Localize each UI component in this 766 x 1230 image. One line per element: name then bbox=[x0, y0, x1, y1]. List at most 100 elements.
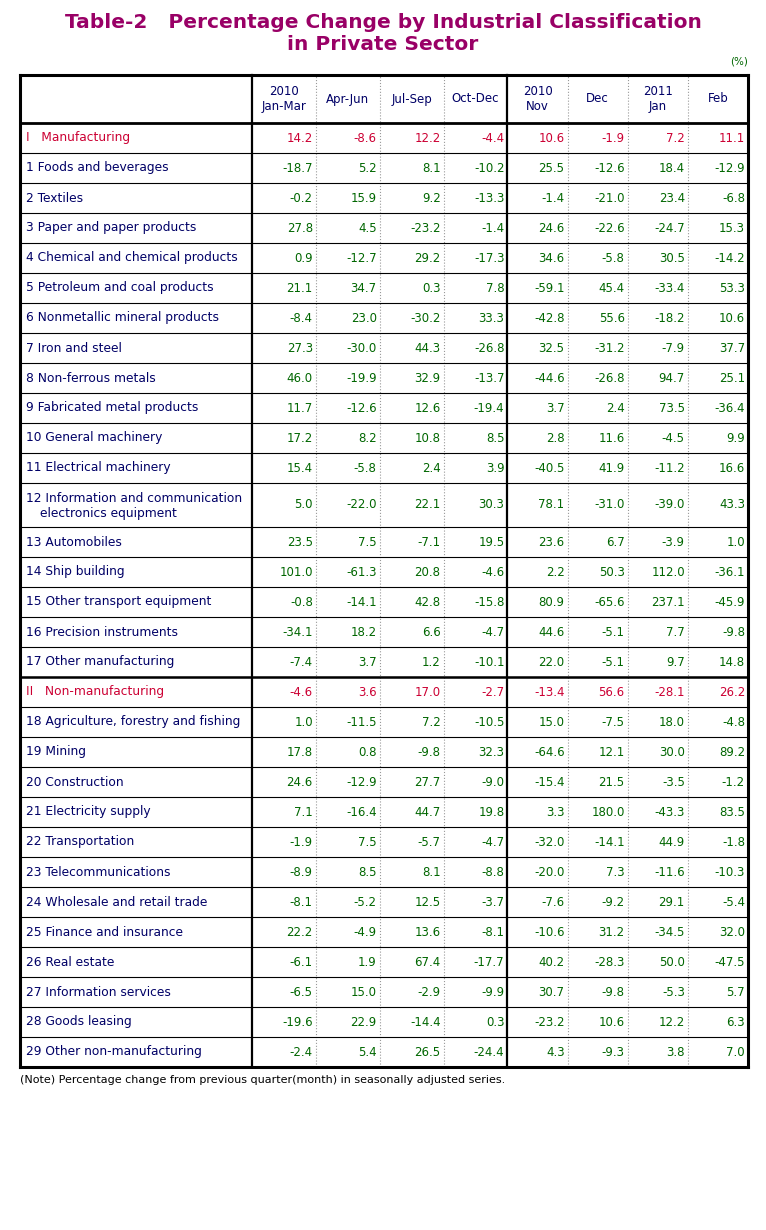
Text: -33.4: -33.4 bbox=[654, 282, 685, 294]
Text: 12.5: 12.5 bbox=[414, 895, 440, 909]
Text: 12.6: 12.6 bbox=[414, 401, 440, 415]
Text: -31.2: -31.2 bbox=[594, 342, 625, 354]
Text: 17.2: 17.2 bbox=[286, 432, 313, 444]
Text: 2.4: 2.4 bbox=[606, 401, 625, 415]
Text: 18.0: 18.0 bbox=[659, 716, 685, 728]
Text: -34.5: -34.5 bbox=[654, 925, 685, 938]
Text: 7.8: 7.8 bbox=[486, 282, 505, 294]
Text: -9.8: -9.8 bbox=[602, 985, 625, 999]
Text: 2010
Nov: 2010 Nov bbox=[522, 85, 552, 113]
Text: 34.6: 34.6 bbox=[538, 251, 565, 264]
Text: 15.9: 15.9 bbox=[351, 192, 377, 204]
Text: 44.6: 44.6 bbox=[538, 626, 565, 638]
Text: 4.5: 4.5 bbox=[358, 221, 377, 235]
Text: 4 Chemical and chemical products: 4 Chemical and chemical products bbox=[26, 251, 237, 264]
Text: 89.2: 89.2 bbox=[719, 745, 745, 759]
Text: -43.3: -43.3 bbox=[654, 806, 685, 818]
Text: 32.9: 32.9 bbox=[414, 371, 440, 385]
Text: (Note) Percentage change from previous quarter(month) in seasonally adjusted ser: (Note) Percentage change from previous q… bbox=[20, 1075, 506, 1085]
Text: -8.1: -8.1 bbox=[290, 895, 313, 909]
Text: 21.5: 21.5 bbox=[598, 775, 625, 788]
Text: -11.6: -11.6 bbox=[654, 866, 685, 878]
Text: 0.3: 0.3 bbox=[486, 1016, 505, 1028]
Text: -8.6: -8.6 bbox=[354, 132, 377, 144]
Text: -45.9: -45.9 bbox=[715, 595, 745, 609]
Text: 23.0: 23.0 bbox=[351, 311, 377, 325]
Text: 27.7: 27.7 bbox=[414, 775, 440, 788]
Text: 34.7: 34.7 bbox=[351, 282, 377, 294]
Text: -30.2: -30.2 bbox=[411, 311, 440, 325]
Text: -19.6: -19.6 bbox=[282, 1016, 313, 1028]
Text: Apr-Jun: Apr-Jun bbox=[326, 92, 369, 106]
Text: 6.7: 6.7 bbox=[606, 535, 625, 549]
Text: 50.0: 50.0 bbox=[659, 956, 685, 968]
Text: 6.3: 6.3 bbox=[726, 1016, 745, 1028]
Text: -3.9: -3.9 bbox=[662, 535, 685, 549]
Text: 101.0: 101.0 bbox=[280, 566, 313, 578]
Text: -7.5: -7.5 bbox=[602, 716, 625, 728]
Text: -12.7: -12.7 bbox=[346, 251, 377, 264]
Text: 12 Information and communication: 12 Information and communication bbox=[26, 492, 242, 504]
Text: -10.3: -10.3 bbox=[715, 866, 745, 878]
Text: -4.5: -4.5 bbox=[662, 432, 685, 444]
Text: 22.1: 22.1 bbox=[414, 498, 440, 512]
Text: 33.3: 33.3 bbox=[479, 311, 505, 325]
Text: 2010
Jan-Mar: 2010 Jan-Mar bbox=[261, 85, 306, 113]
Text: 29.1: 29.1 bbox=[659, 895, 685, 909]
Text: 112.0: 112.0 bbox=[651, 566, 685, 578]
Text: 18.4: 18.4 bbox=[659, 161, 685, 175]
Text: 7.5: 7.5 bbox=[358, 535, 377, 549]
Text: 0.3: 0.3 bbox=[422, 282, 440, 294]
Text: -5.4: -5.4 bbox=[722, 895, 745, 909]
Text: -9.2: -9.2 bbox=[601, 895, 625, 909]
Text: -1.4: -1.4 bbox=[481, 221, 505, 235]
Text: -5.8: -5.8 bbox=[602, 251, 625, 264]
Text: -32.0: -32.0 bbox=[534, 835, 565, 849]
Text: 25.1: 25.1 bbox=[719, 371, 745, 385]
Text: -6.8: -6.8 bbox=[722, 192, 745, 204]
Text: Jul-Sep: Jul-Sep bbox=[391, 92, 432, 106]
Text: (%): (%) bbox=[730, 57, 748, 66]
Text: -5.2: -5.2 bbox=[354, 895, 377, 909]
Text: 3.3: 3.3 bbox=[546, 806, 565, 818]
Text: -24.4: -24.4 bbox=[474, 1046, 505, 1059]
Text: 23.5: 23.5 bbox=[286, 535, 313, 549]
Text: -19.4: -19.4 bbox=[474, 401, 505, 415]
Text: 67.4: 67.4 bbox=[414, 956, 440, 968]
Text: -64.6: -64.6 bbox=[534, 745, 565, 759]
Text: 2011
Jan: 2011 Jan bbox=[643, 85, 673, 113]
Text: -65.6: -65.6 bbox=[594, 595, 625, 609]
Text: 2.2: 2.2 bbox=[546, 566, 565, 578]
Text: 29 Other non-manufacturing: 29 Other non-manufacturing bbox=[26, 1046, 202, 1059]
Text: -31.0: -31.0 bbox=[594, 498, 625, 512]
Text: 27.8: 27.8 bbox=[286, 221, 313, 235]
Text: 1.0: 1.0 bbox=[294, 716, 313, 728]
Text: 43.3: 43.3 bbox=[719, 498, 745, 512]
Text: 7.7: 7.7 bbox=[666, 626, 685, 638]
Text: 10.6: 10.6 bbox=[719, 311, 745, 325]
Text: -5.1: -5.1 bbox=[602, 626, 625, 638]
Text: -3.5: -3.5 bbox=[662, 775, 685, 788]
Text: -5.7: -5.7 bbox=[417, 835, 440, 849]
Text: -12.6: -12.6 bbox=[346, 401, 377, 415]
Text: 11.1: 11.1 bbox=[719, 132, 745, 144]
Text: 9.9: 9.9 bbox=[726, 432, 745, 444]
Text: 32.5: 32.5 bbox=[538, 342, 565, 354]
Text: 2.8: 2.8 bbox=[546, 432, 565, 444]
Text: 12.1: 12.1 bbox=[598, 745, 625, 759]
Text: 8.5: 8.5 bbox=[486, 432, 505, 444]
Text: -12.9: -12.9 bbox=[715, 161, 745, 175]
Text: 44.9: 44.9 bbox=[659, 835, 685, 849]
Text: 44.3: 44.3 bbox=[414, 342, 440, 354]
Text: 32.3: 32.3 bbox=[479, 745, 505, 759]
Text: 22.0: 22.0 bbox=[538, 656, 565, 668]
Text: 50.3: 50.3 bbox=[599, 566, 625, 578]
Text: 7.5: 7.5 bbox=[358, 835, 377, 849]
Text: 15.0: 15.0 bbox=[538, 716, 565, 728]
Text: -10.5: -10.5 bbox=[474, 716, 505, 728]
Text: -1.2: -1.2 bbox=[722, 775, 745, 788]
Text: -1.9: -1.9 bbox=[290, 835, 313, 849]
Text: 11 Electrical machinery: 11 Electrical machinery bbox=[26, 461, 171, 475]
Text: 17.0: 17.0 bbox=[414, 685, 440, 699]
Text: 24 Wholesale and retail trade: 24 Wholesale and retail trade bbox=[26, 895, 208, 909]
